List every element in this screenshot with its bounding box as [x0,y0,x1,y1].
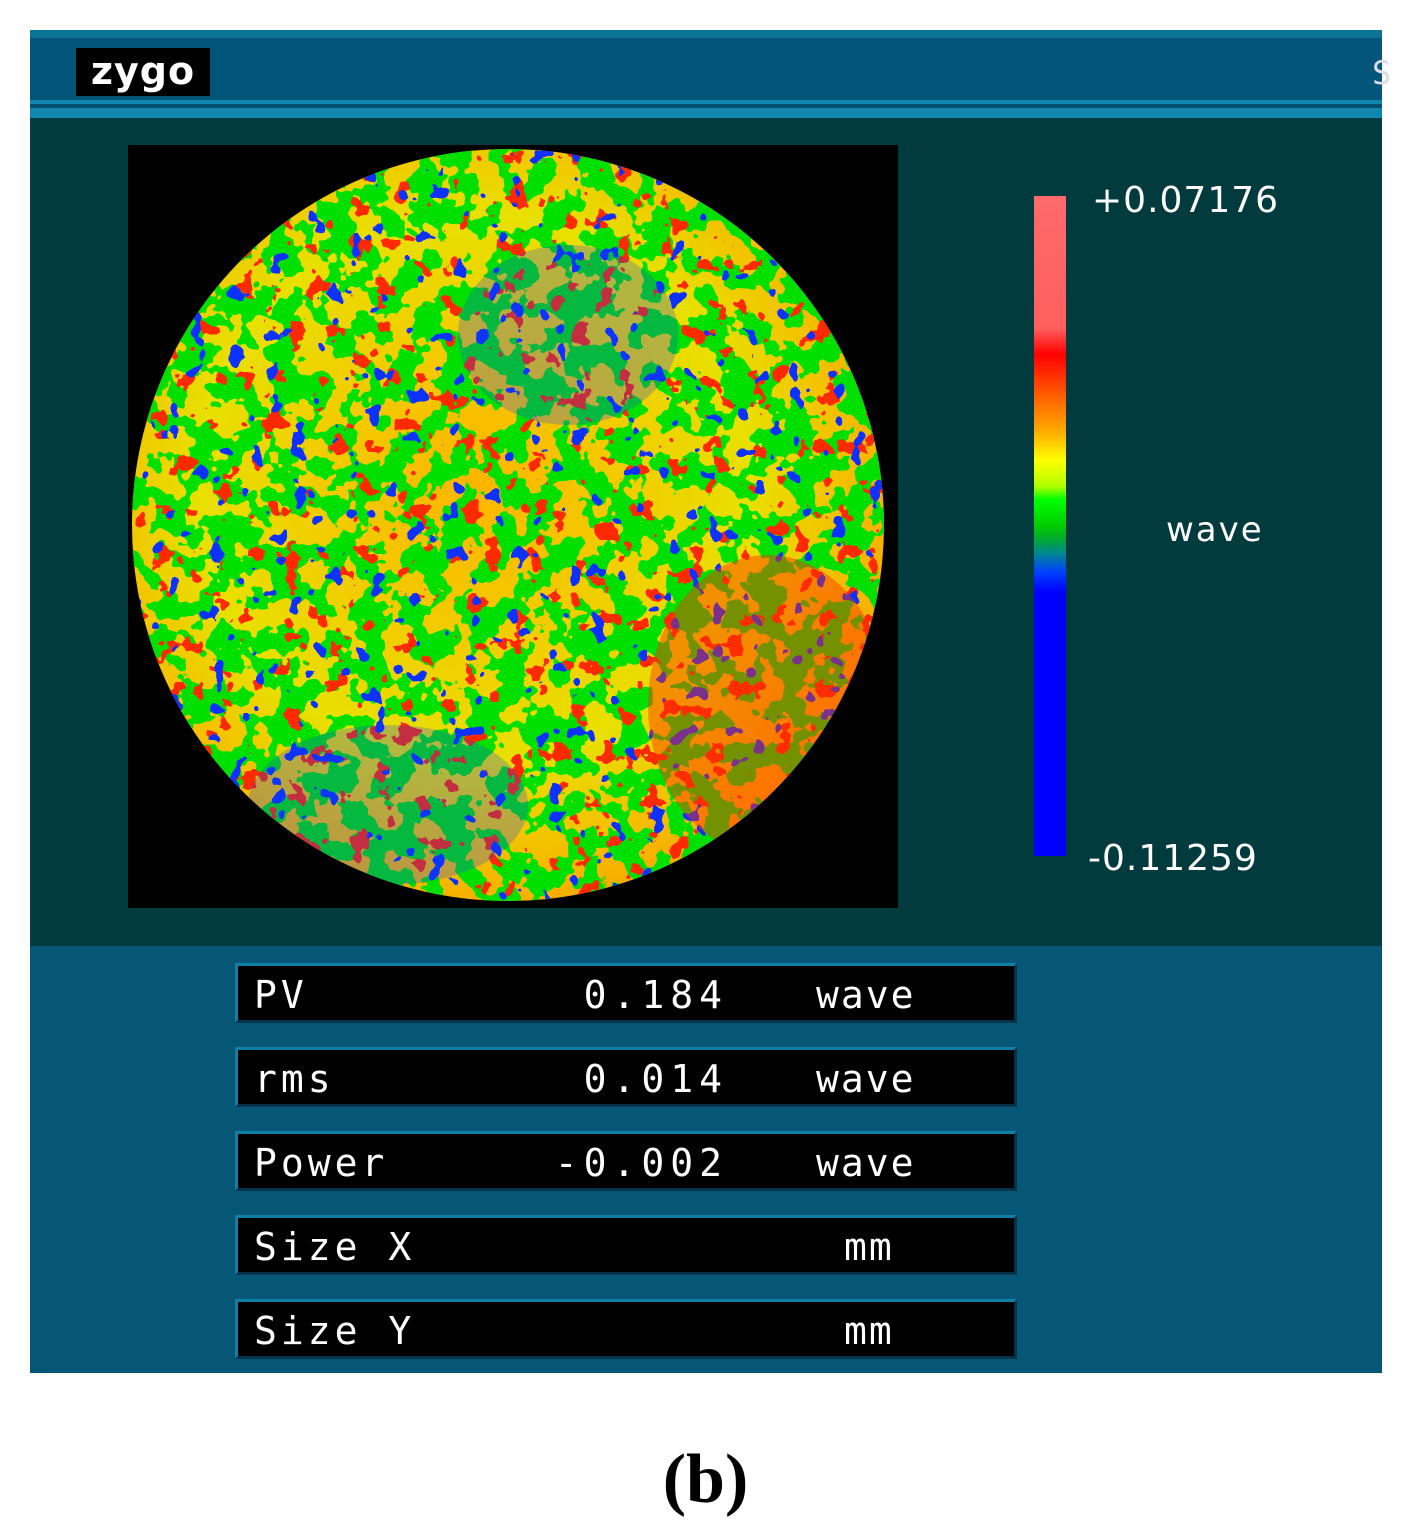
result-value: -0.002 [554,1141,728,1185]
result-row-power[interactable]: Power -0.002 wave [235,1131,1017,1191]
surface-map-display: +0.07176 wave -0.11259 [30,118,1382,946]
result-row-rms[interactable]: rms 0.014 wave [235,1047,1017,1107]
result-value: 0.014 [583,1057,728,1101]
result-unit: mm [844,1225,894,1269]
surface-map-frame[interactable] [128,145,898,908]
color-scale-unit-label: wave [1166,510,1264,550]
figure-caption-text: (b) [662,1441,749,1518]
color-scale-max-label: +0.07176 [1092,180,1280,221]
result-label: Size X [254,1225,416,1269]
result-unit: mm [844,1309,894,1353]
result-unit: wave [816,1141,916,1185]
result-unit: wave [816,1057,916,1101]
color-scale-bar [1034,196,1066,856]
result-unit: wave [816,973,916,1017]
title-bar-clipped-text: S [1372,54,1392,92]
surface-map-image[interactable] [128,145,898,908]
zygo-logo: zygo [76,48,210,96]
result-row-pv[interactable]: PV 0.184 wave [235,963,1017,1023]
figure-caption: (b) [0,1440,1411,1520]
color-scale-min-label: -0.11259 [1088,838,1258,879]
result-label: rms [254,1057,335,1101]
result-row-size-y[interactable]: Size Y mm [235,1299,1017,1359]
zygo-application-window: zygo S [30,30,1391,1373]
result-label: Power [254,1141,389,1185]
title-bar: zygo S [30,30,1391,118]
result-label: Size Y [254,1309,416,1353]
result-value: 0.184 [583,973,728,1017]
result-row-size-x[interactable]: Size X mm [235,1215,1017,1275]
result-label: PV [254,973,308,1017]
